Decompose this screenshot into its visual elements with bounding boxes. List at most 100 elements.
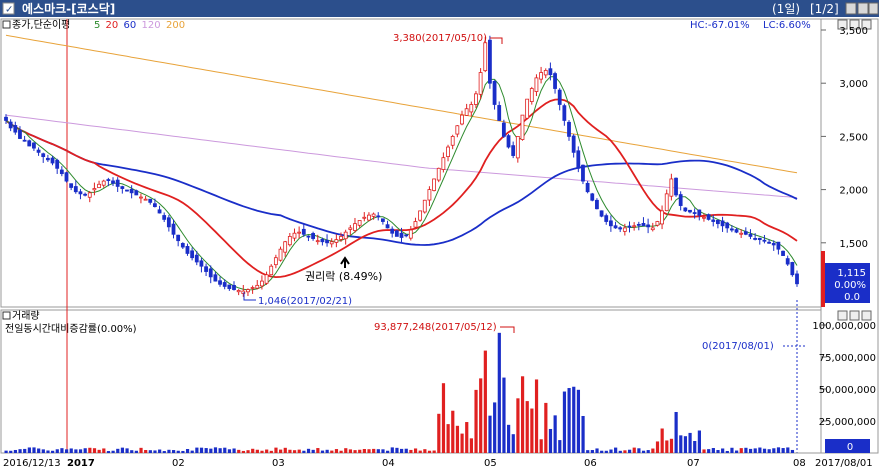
current-price: 1,115 bbox=[837, 268, 866, 279]
volume-bar bbox=[279, 449, 283, 453]
candle-body bbox=[236, 290, 241, 293]
volume-bar bbox=[41, 449, 45, 453]
title-bar bbox=[0, 0, 879, 17]
volume-bar bbox=[781, 448, 785, 453]
candle-body bbox=[269, 265, 274, 276]
candle-body bbox=[97, 183, 101, 189]
panel-max-button[interactable] bbox=[849, 19, 860, 30]
candle-body bbox=[618, 227, 623, 230]
candle-body bbox=[190, 250, 195, 259]
x-axis-label: 08 bbox=[793, 458, 806, 469]
volume-bar bbox=[297, 449, 301, 453]
volume-bar bbox=[241, 450, 245, 453]
candle-body bbox=[418, 210, 423, 221]
volume-bar bbox=[167, 449, 171, 453]
candle-body bbox=[460, 114, 464, 125]
volume-bar bbox=[213, 447, 218, 453]
volume-bar bbox=[302, 450, 306, 453]
volume-bar bbox=[162, 451, 166, 453]
volume-bar bbox=[511, 434, 515, 453]
panel-min-button[interactable] bbox=[837, 19, 848, 30]
candle-body bbox=[590, 193, 595, 201]
candle-body bbox=[22, 139, 27, 142]
volume-bar bbox=[660, 428, 664, 453]
volume-bar bbox=[418, 450, 422, 453]
candle-body bbox=[185, 246, 190, 254]
volume-tick-label: 75,000,000 bbox=[819, 353, 876, 364]
x-axis-label: 07 bbox=[687, 458, 700, 469]
volume-bar bbox=[483, 350, 487, 453]
current-volume-box bbox=[825, 439, 870, 453]
volume-panel-sublabel: 전일동시간대비증감률(0.00%) bbox=[5, 323, 137, 335]
candle-body bbox=[218, 280, 222, 285]
candle-body bbox=[246, 289, 250, 293]
volume-bar bbox=[404, 448, 408, 453]
candle-body bbox=[13, 125, 18, 133]
volume-bar bbox=[195, 447, 199, 453]
volume-bar bbox=[693, 441, 697, 453]
restore-button[interactable] bbox=[845, 2, 857, 15]
vol-panel-close-button[interactable] bbox=[861, 310, 872, 321]
volume-bar bbox=[525, 401, 529, 453]
volume-bar bbox=[632, 447, 636, 453]
candle-body bbox=[27, 140, 32, 147]
maximize-button[interactable] bbox=[857, 2, 869, 15]
panel-close-button[interactable] bbox=[861, 19, 872, 30]
vol-panel-min-button[interactable] bbox=[837, 310, 848, 321]
vol-panel-max-button[interactable] bbox=[849, 310, 860, 321]
current-change-value: 0.0 bbox=[844, 292, 860, 303]
candle-body bbox=[250, 287, 255, 289]
page-label[interactable]: [1/2] bbox=[810, 2, 839, 16]
volume-bar bbox=[190, 450, 194, 453]
volume-panel-toggle[interactable] bbox=[2, 311, 11, 320]
current-volume: 0 bbox=[847, 442, 853, 453]
volume-bar bbox=[618, 450, 622, 453]
candle-body bbox=[4, 116, 8, 121]
period-label[interactable]: (1일) bbox=[772, 2, 800, 16]
volume-bar bbox=[413, 448, 418, 453]
volume-bar bbox=[176, 450, 180, 453]
volume-bar bbox=[74, 449, 78, 453]
price-y-ticks: 3,500 3,000 2,500 2,000 1,500 bbox=[821, 26, 868, 250]
candle-body bbox=[436, 167, 441, 181]
candle-body bbox=[315, 240, 320, 243]
candle-body bbox=[348, 227, 353, 230]
candle-body bbox=[362, 216, 367, 219]
candle-body bbox=[501, 122, 506, 137]
volume-bar bbox=[106, 451, 111, 453]
candle-body bbox=[301, 228, 306, 235]
volume-bar bbox=[739, 448, 743, 453]
volume-bar bbox=[237, 449, 241, 453]
candle-body bbox=[543, 70, 548, 76]
volume-bar bbox=[530, 408, 534, 453]
candle-body bbox=[101, 180, 106, 186]
price-panel-toggle[interactable] bbox=[2, 20, 11, 29]
window-checkbox[interactable] bbox=[2, 2, 15, 15]
volume-bar bbox=[120, 447, 125, 453]
candle-body bbox=[204, 266, 208, 272]
volume-bar bbox=[669, 438, 674, 453]
candle-body bbox=[539, 72, 543, 80]
max-price-annotation: 3,380(2017/05/10) bbox=[393, 33, 487, 44]
candle-body bbox=[55, 159, 60, 169]
close-button[interactable] bbox=[868, 2, 879, 15]
volume-bar bbox=[446, 424, 450, 453]
volume-bar bbox=[730, 447, 734, 453]
candle-body bbox=[157, 209, 162, 214]
volume-bar bbox=[13, 449, 18, 453]
volume-bar bbox=[600, 450, 604, 453]
volume-bar bbox=[116, 448, 120, 453]
ma-legend-5: 5 bbox=[94, 20, 100, 31]
price-panel-frame bbox=[0, 18, 822, 308]
candle-body bbox=[557, 89, 562, 105]
ma-legend-60: 60 bbox=[124, 20, 137, 31]
candle-body bbox=[743, 231, 748, 235]
window-title: 에스마크-[코스닥] bbox=[22, 1, 115, 16]
candle-body bbox=[576, 150, 581, 169]
volume-bar bbox=[246, 450, 250, 453]
volume-bar bbox=[534, 379, 539, 453]
volume-bar bbox=[609, 449, 613, 453]
check-icon: ✓ bbox=[5, 5, 13, 16]
candle-body bbox=[18, 129, 22, 139]
hc-label: HC:-67.01% bbox=[690, 20, 750, 31]
